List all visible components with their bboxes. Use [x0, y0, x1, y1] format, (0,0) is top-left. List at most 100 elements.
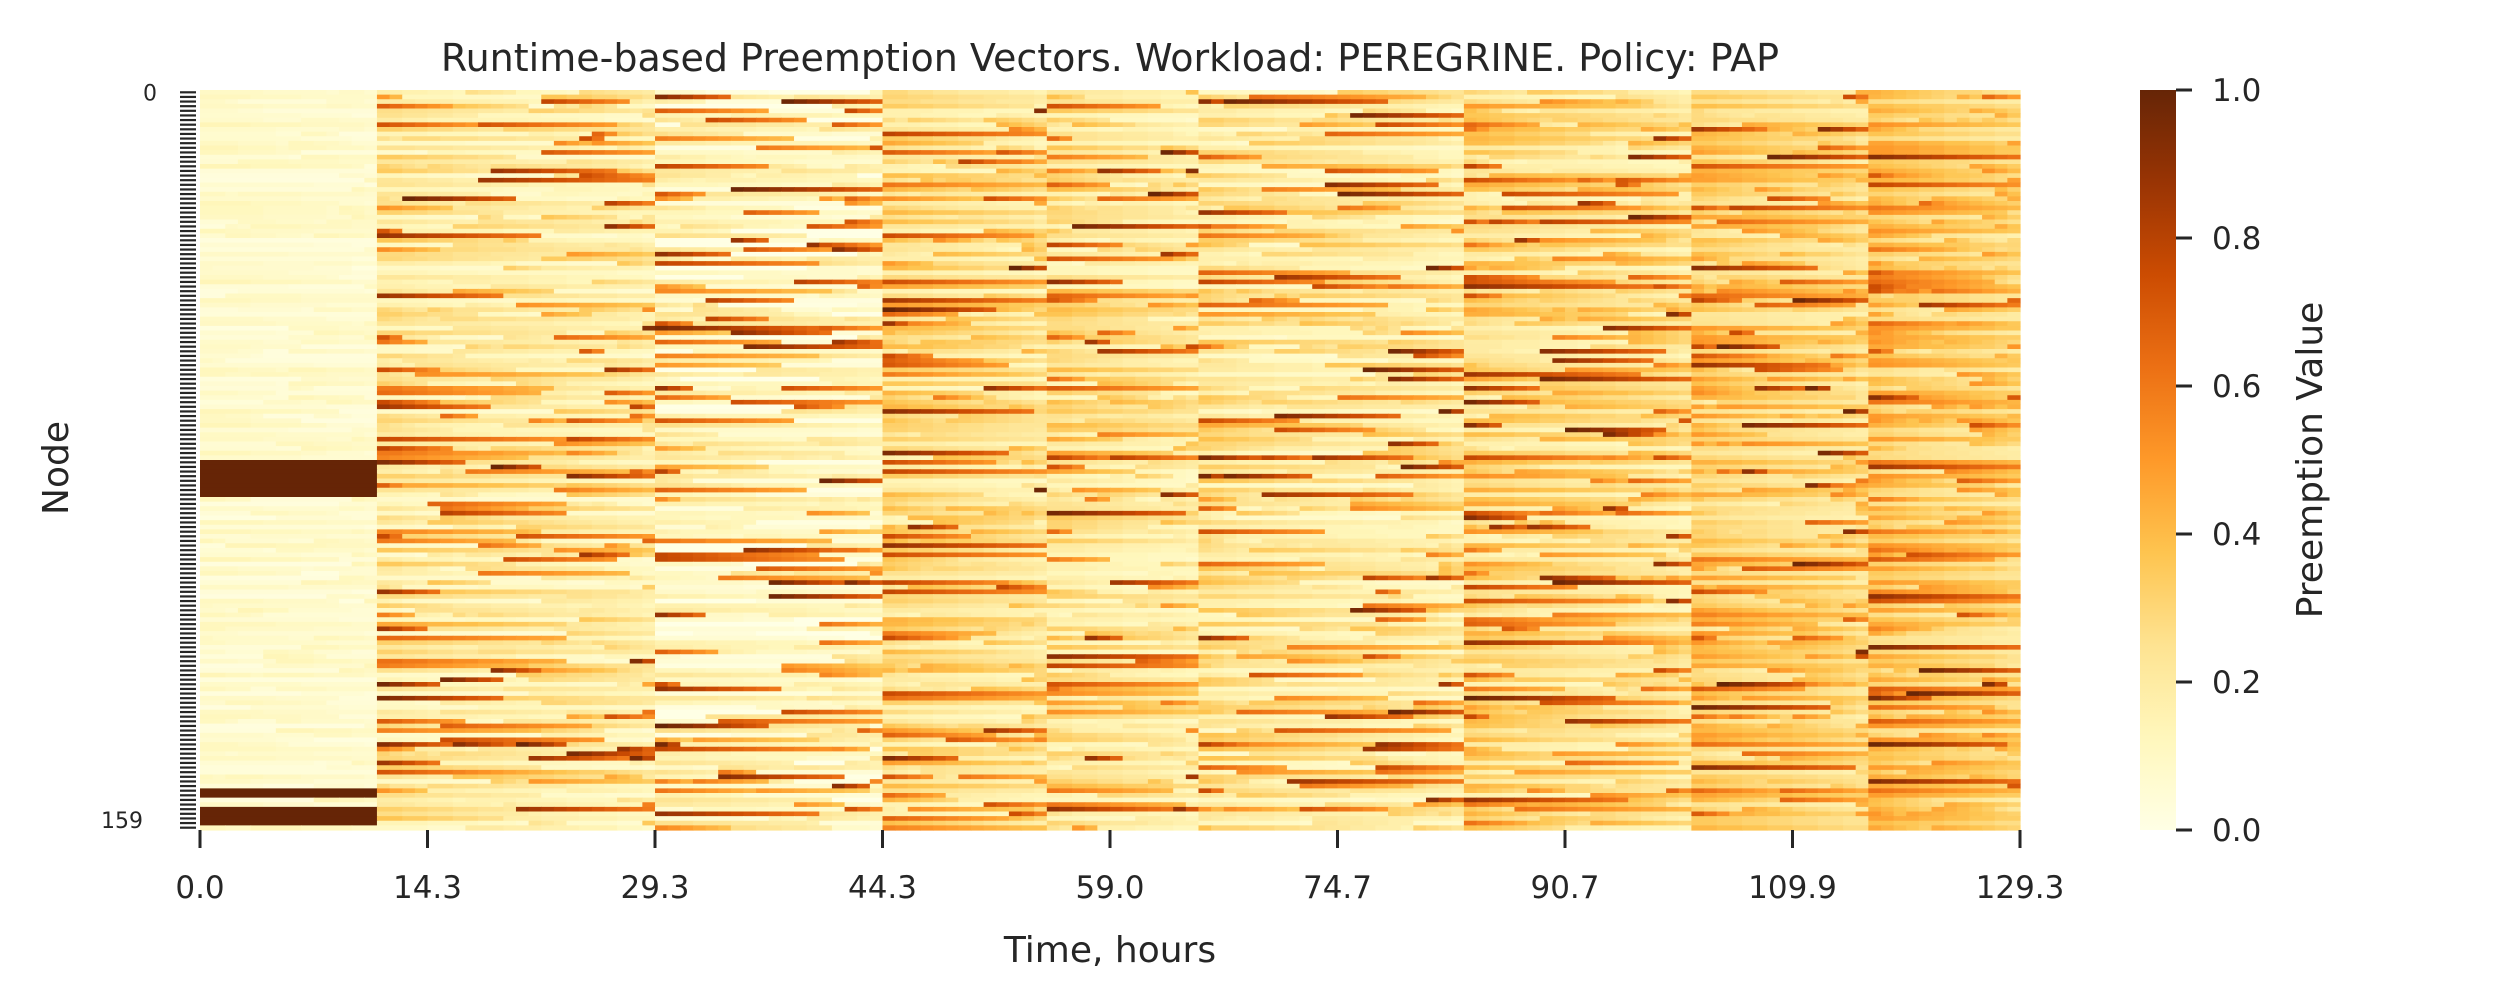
heatmap-cell — [364, 201, 378, 207]
heatmap-cell — [566, 256, 593, 262]
heatmap-cell — [1185, 210, 1200, 216]
heatmap-cell — [920, 233, 934, 239]
heatmap-cell — [895, 312, 909, 318]
heatmap-cell — [1628, 298, 1642, 304]
heatmap-cell — [756, 312, 782, 318]
heatmap-cell — [1893, 233, 1907, 239]
heatmap-cell — [1274, 293, 1288, 299]
heatmap-cell — [1046, 284, 1111, 290]
heatmap-cell — [1312, 275, 1326, 281]
heatmap-cell — [768, 307, 782, 313]
heatmap-cell — [1400, 131, 1414, 137]
heatmap-cell — [1855, 279, 1869, 285]
heatmap-cell — [1021, 113, 1035, 119]
heatmap-cell — [1249, 99, 1263, 105]
heatmap-cell — [1640, 187, 1655, 193]
heatmap-cell — [1249, 247, 1275, 253]
heatmap-cell — [1754, 242, 1768, 248]
heatmap-cell — [1046, 275, 1073, 281]
heatmap-cell — [1868, 344, 1895, 350]
heatmap-cell — [339, 131, 378, 137]
heatmap-cell — [970, 238, 985, 244]
heatmap-cell — [1388, 196, 1414, 202]
heatmap-cell — [983, 214, 1010, 221]
heatmap-cell — [2007, 279, 2021, 285]
heatmap-cell — [1817, 159, 1832, 165]
heatmap-cell — [1868, 312, 1882, 318]
heatmap-cell — [490, 177, 504, 184]
heatmap-cell — [1072, 233, 1098, 239]
heatmap-cell — [579, 312, 593, 318]
heatmap-cell — [440, 205, 454, 211]
heatmap-cell — [1994, 339, 2008, 345]
heatmap-cell — [364, 187, 378, 193]
heatmap-cell — [2007, 164, 2021, 170]
heatmap-cell — [1072, 330, 1086, 336]
heatmap-cell — [1072, 136, 1098, 142]
heatmap-cell — [806, 173, 833, 179]
heatmap-cell — [1375, 284, 1389, 290]
heatmap-cell — [1046, 270, 1098, 276]
heatmap-cell — [376, 127, 403, 133]
heatmap-cell — [1097, 117, 1111, 123]
heatmap-cell — [680, 284, 694, 290]
heatmap-cell — [1931, 312, 1958, 318]
heatmap-cell — [1969, 103, 1996, 110]
heatmap-cell — [1122, 187, 1136, 193]
heatmap-cell — [920, 196, 934, 202]
heatmap-cell — [1754, 122, 1768, 128]
heatmap-cell — [1716, 191, 1743, 197]
heatmap-cell — [1767, 140, 1794, 147]
heatmap-cell — [1413, 201, 1427, 207]
heatmap-cell — [1615, 145, 1629, 151]
heatmap-cell — [705, 136, 719, 142]
heatmap-cell — [1552, 117, 1579, 123]
heatmap-cell — [490, 344, 504, 350]
heatmap-cell — [200, 168, 378, 174]
heatmap-cell — [655, 219, 719, 225]
heatmap-cell — [1476, 196, 1503, 202]
heatmap-cell — [958, 275, 985, 281]
heatmap-cell — [1704, 131, 1718, 137]
heatmap-cell — [1956, 117, 1971, 123]
heatmap-cell — [1640, 136, 1655, 142]
heatmap-cell — [1034, 99, 1048, 105]
heatmap-cell — [528, 325, 568, 332]
heatmap-cell — [756, 108, 770, 114]
heatmap-cell — [414, 145, 454, 151]
heatmap-cell — [806, 127, 820, 133]
heatmap-cell — [692, 191, 707, 197]
heatmap-cell — [1072, 312, 1098, 318]
heatmap-cell — [1135, 339, 1149, 345]
heatmap-cell — [1805, 330, 1832, 336]
heatmap-cell — [490, 99, 530, 105]
heatmap-cell — [844, 261, 858, 267]
heatmap-cell — [1539, 302, 1579, 308]
heatmap-cell — [920, 242, 959, 248]
heatmap-cell — [1615, 214, 1629, 221]
heatmap-cell — [692, 108, 707, 114]
heatmap-cell — [844, 127, 858, 133]
heatmap-cell — [1779, 330, 1806, 336]
heatmap-cell — [579, 150, 593, 156]
heatmap-cell — [1463, 127, 1478, 133]
heatmap-cell — [1792, 344, 1806, 350]
heatmap-cell — [1236, 94, 1250, 100]
heatmap-cell — [1577, 159, 1629, 165]
heatmap-cell — [705, 117, 719, 123]
heatmap-cell — [553, 242, 580, 248]
heatmap-cell — [478, 177, 492, 184]
heatmap-cell — [1931, 108, 1945, 114]
heatmap-cell — [1817, 168, 1844, 174]
heatmap-cell — [996, 131, 1010, 137]
heatmap-cell — [1261, 270, 1275, 276]
heatmap-cell — [692, 228, 719, 234]
heatmap-cell — [718, 122, 757, 128]
heatmap-cell — [844, 224, 858, 230]
heatmap-cell — [718, 307, 745, 313]
heatmap-cell — [566, 275, 606, 281]
heatmap-cell — [515, 316, 555, 322]
heatmap-cell — [1046, 196, 1061, 202]
heatmap-cell — [1792, 302, 1806, 308]
heatmap-cell — [1413, 113, 1427, 119]
